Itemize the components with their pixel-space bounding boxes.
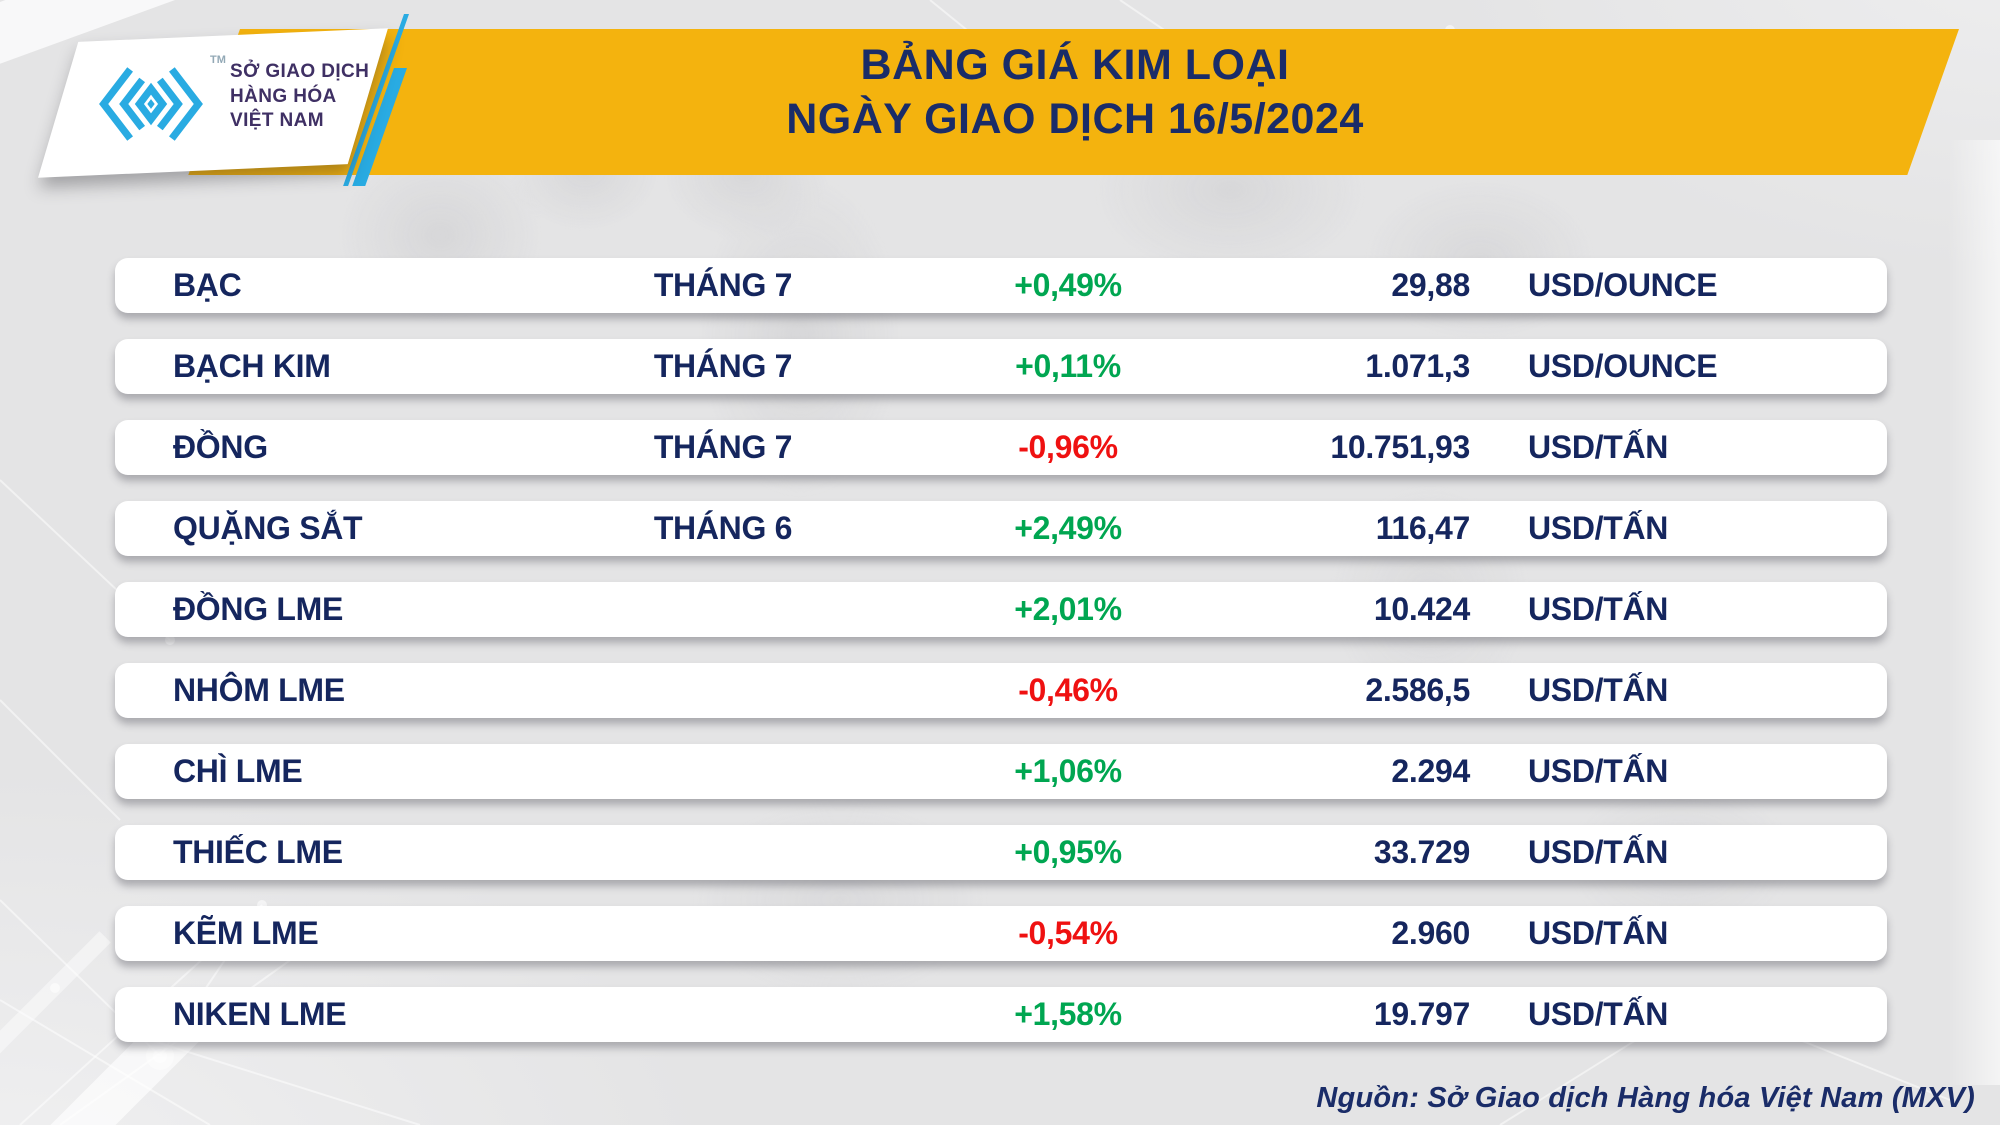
row-unit: USD/OUNCE <box>1528 267 1718 303</box>
row-commodity: KẼM LME <box>173 915 319 951</box>
table-row: BẠC THÁNG 7 +0,49% 29,88 USD/OUNCE <box>115 258 1887 313</box>
row-commodity: CHÌ LME <box>173 753 303 789</box>
row-month: THÁNG 7 <box>653 348 793 384</box>
row-price: 116,47 <box>1375 510 1471 546</box>
table-row: KẼM LME -0,54% 2.960 USD/TẤN <box>115 906 1887 961</box>
row-change: -0,96% <box>1018 429 1118 465</box>
row-change: +0,11% <box>1015 348 1121 384</box>
row-price: 2.586,5 <box>1365 672 1470 708</box>
row-unit: USD/TẤN <box>1528 834 1669 870</box>
row-change: +0,49% <box>1014 267 1122 303</box>
price-table: BẠC THÁNG 7 +0,49% 29,88 USD/OUNCE BẠCH … <box>115 258 1887 1068</box>
table-row: THIẾC LME +0,95% 33.729 USD/TẤN <box>115 825 1887 880</box>
row-commodity: THIẾC LME <box>173 834 343 870</box>
edge-light-accent <box>1948 140 2000 1085</box>
row-unit: USD/TẤN <box>1528 672 1669 708</box>
mxv-logo-icon <box>99 67 203 141</box>
table-row: NHÔM LME -0,46% 2.586,5 USD/TẤN <box>115 663 1887 718</box>
row-commodity: BẠC <box>173 267 242 303</box>
brand-name-line1: SỞ GIAO DỊCH <box>230 61 370 82</box>
row-unit: USD/TẤN <box>1528 510 1669 546</box>
table-row: NIKEN LME +1,58% 19.797 USD/TẤN <box>115 987 1887 1042</box>
brand-block: TM SỞ GIAO DỊCH HÀNG HÓA VIỆT NAM <box>98 52 373 162</box>
row-change: +0,95% <box>1014 834 1122 870</box>
row-price: 10.424 <box>1373 591 1470 627</box>
row-unit: USD/TẤN <box>1528 996 1669 1032</box>
brand-name-line3: VIỆT NAM <box>230 110 324 131</box>
table-row: BẠCH KIM THÁNG 7 +0,11% 1.071,3 USD/OUNC… <box>115 339 1887 394</box>
page-title: BẢNG GIÁ KIM LOẠI NGÀY GIAO DỊCH 16/5/20… <box>560 38 1590 146</box>
row-change: +1,06% <box>1014 753 1122 789</box>
row-month: THÁNG 6 <box>653 510 793 546</box>
row-price: 33.729 <box>1373 834 1470 870</box>
table-row: QUẶNG SẮT THÁNG 6 +2,49% 116,47 USD/TẤN <box>115 501 1887 556</box>
trademark-symbol: TM <box>210 54 226 66</box>
row-change: +2,49% <box>1014 510 1122 546</box>
page-title-line2: NGÀY GIAO DỊCH 16/5/2024 <box>786 95 1364 143</box>
row-price: 10.751,93 <box>1330 429 1470 465</box>
row-price: 1.071,3 <box>1365 348 1470 384</box>
row-commodity: ĐỒNG LME <box>173 591 344 627</box>
row-unit: USD/TẤN <box>1528 591 1669 627</box>
row-unit: USD/TẤN <box>1528 915 1669 951</box>
brand-name-line2: HÀNG HÓA <box>230 85 337 107</box>
row-price: 29,88 <box>1391 267 1470 303</box>
row-month: THÁNG 7 <box>653 267 793 303</box>
table-row: CHÌ LME +1,06% 2.294 USD/TẤN <box>115 744 1887 799</box>
table-row: ĐỒNG LME +2,01% 10.424 USD/TẤN <box>115 582 1887 637</box>
brand-name: SỞ GIAO DỊCH HÀNG HÓA VIỆT NAM <box>230 60 369 134</box>
corner-light-accent <box>0 931 111 1063</box>
row-change: -0,46% <box>1018 672 1118 708</box>
row-commodity: NHÔM LME <box>173 672 345 708</box>
row-price: 19.797 <box>1373 996 1470 1032</box>
row-change: +2,01% <box>1014 591 1122 627</box>
row-unit: USD/TẤN <box>1528 753 1669 789</box>
row-price: 2.294 <box>1391 753 1470 789</box>
row-unit: USD/TẤN <box>1528 429 1669 465</box>
row-change: -0,54% <box>1018 915 1118 951</box>
source-note: Nguồn: Sở Giao dịch Hàng hóa Việt Nam (M… <box>1316 1082 1975 1114</box>
row-commodity: QUẶNG SẮT <box>173 510 363 546</box>
row-month: THÁNG 7 <box>653 429 793 465</box>
table-row: ĐỒNG THÁNG 7 -0,96% 10.751,93 USD/TẤN <box>115 420 1887 475</box>
row-commodity: BẠCH KIM <box>173 348 331 384</box>
row-unit: USD/OUNCE <box>1528 348 1718 384</box>
row-price: 2.960 <box>1391 915 1470 951</box>
row-change: +1,58% <box>1014 996 1122 1032</box>
row-commodity: ĐỒNG <box>173 429 268 465</box>
row-commodity: NIKEN LME <box>173 996 347 1032</box>
page-title-line1: BẢNG GIÁ KIM LOẠI <box>860 41 1290 89</box>
